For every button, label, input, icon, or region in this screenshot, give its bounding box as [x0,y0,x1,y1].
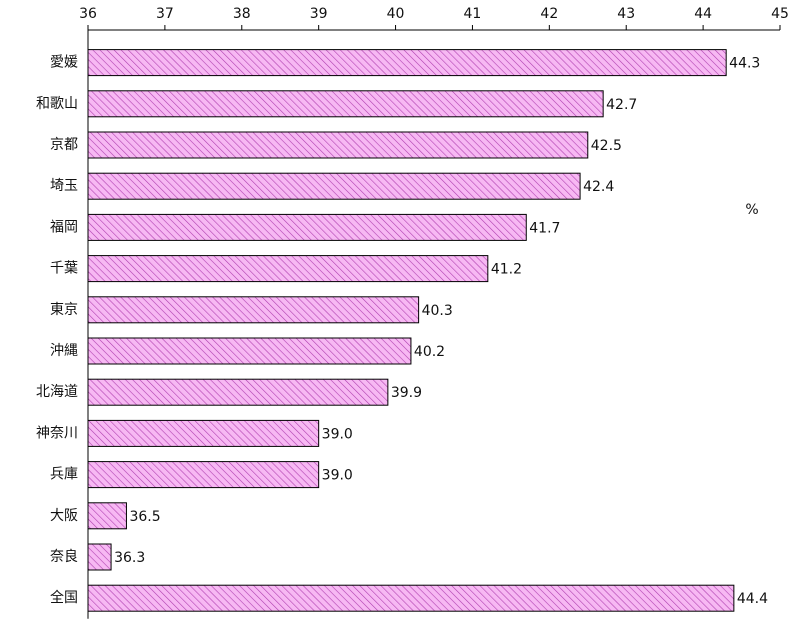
value-label: 44.4 [737,591,768,607]
value-label: 44.3 [729,56,760,72]
value-label: 39.0 [322,426,353,442]
y-tick-label: 奈良 [50,549,78,565]
x-tick-label: 42 [540,6,558,22]
x-tick-label: 39 [310,6,328,22]
bar [87,337,412,365]
bar [87,419,320,447]
y-tick-label: 北海道 [36,384,78,400]
bar [87,172,581,200]
bar [87,502,127,530]
y-tick-label: 千葉 [50,261,78,277]
bar [87,296,420,324]
x-tick-label: 43 [617,6,635,22]
y-tick-label: 沖縄 [50,343,78,359]
x-tick-label: 45 [771,6,789,22]
x-tick-label: 41 [464,6,482,22]
value-label: 36.3 [114,550,145,566]
bar [87,378,389,406]
y-tick-label: 兵庫 [50,466,78,483]
value-label: 42.5 [591,138,622,154]
value-label: 39.9 [391,385,422,401]
value-label: 40.2 [414,344,445,360]
y-tick-label: 神奈川 [36,425,78,441]
bar [87,49,727,77]
x-tick-label: 36 [79,6,97,22]
y-tick-label: 愛媛 [50,55,78,71]
x-tick-label: 40 [387,6,405,22]
y-tick-label: 全国 [50,589,78,606]
value-label: 41.2 [491,262,522,278]
bar [87,131,589,159]
value-label: 36.5 [129,509,160,525]
y-tick-label: 東京 [50,302,78,318]
x-tick-label: 37 [156,6,174,22]
bar [87,461,320,489]
y-tick-label: 京都 [50,137,78,153]
value-label: 41.7 [529,220,560,236]
bar [87,213,527,241]
bar [87,543,112,571]
bar [87,255,489,283]
bar [87,90,604,118]
value-label: 42.4 [583,179,614,195]
y-tick-label: 和歌山 [36,96,78,112]
y-tick-label: 福岡 [50,219,78,235]
value-label: 40.3 [422,303,453,319]
unit-annotation: % [745,202,758,218]
x-tick-label: 38 [233,6,251,22]
value-label: 42.7 [606,97,637,113]
x-tick-label: 44 [694,6,712,22]
value-label: 39.0 [322,468,353,484]
y-tick-label: 埼玉 [50,178,78,194]
bar [87,584,735,612]
y-tick-label: 大阪 [50,508,78,524]
